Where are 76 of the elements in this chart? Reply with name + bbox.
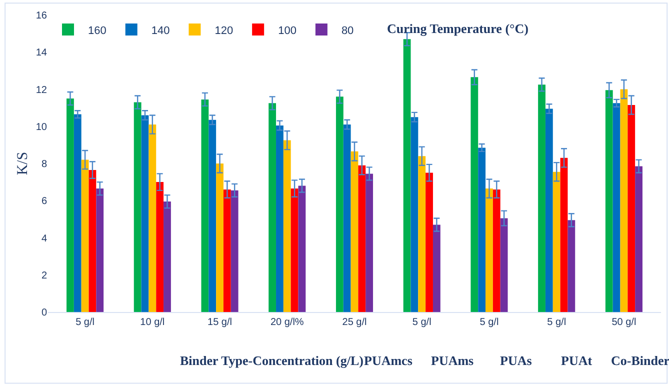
text: PUAs bbox=[500, 353, 532, 368]
bar bbox=[81, 160, 89, 312]
x-axis-title: Binder Type-Concentration (g/L) bbox=[180, 353, 364, 368]
bar bbox=[486, 188, 493, 312]
bar bbox=[500, 218, 508, 312]
y-tick-label: 16 bbox=[36, 10, 48, 22]
text: PUAt bbox=[561, 353, 593, 368]
bar bbox=[201, 99, 209, 312]
bar bbox=[283, 140, 291, 312]
bar bbox=[478, 148, 486, 312]
x-tick-label: 5 g/l bbox=[76, 317, 95, 328]
bar bbox=[141, 115, 149, 312]
bar bbox=[336, 96, 344, 312]
bar bbox=[268, 103, 276, 312]
legend-label: 120 bbox=[214, 24, 234, 37]
bar bbox=[620, 89, 628, 312]
y-tick-label: 6 bbox=[41, 196, 48, 208]
bar bbox=[290, 188, 298, 312]
text: PUAms bbox=[431, 353, 474, 368]
bar bbox=[343, 124, 351, 312]
bar bbox=[366, 174, 374, 312]
bar bbox=[164, 202, 171, 312]
text: PUAmcs bbox=[364, 353, 412, 368]
y-tick-label: 0 bbox=[41, 308, 48, 318]
bar bbox=[492, 189, 500, 312]
bar bbox=[134, 102, 142, 312]
bar bbox=[96, 188, 104, 312]
bar bbox=[612, 103, 620, 312]
bar bbox=[426, 172, 433, 312]
y-tick-label: 14 bbox=[36, 48, 48, 59]
y-tick-label: 4 bbox=[41, 233, 48, 244]
bar bbox=[358, 165, 366, 312]
bar bbox=[156, 182, 164, 312]
x-tick-label: 5 g/l bbox=[412, 317, 432, 328]
bar bbox=[230, 190, 238, 312]
bar bbox=[403, 39, 411, 312]
bar bbox=[208, 120, 216, 312]
bar bbox=[276, 125, 284, 312]
bar bbox=[545, 108, 553, 312]
bar bbox=[560, 158, 568, 312]
bar bbox=[410, 117, 418, 312]
bar bbox=[66, 98, 74, 312]
legend-label: 160 bbox=[88, 24, 106, 37]
y-tick-label: 2 bbox=[41, 270, 48, 282]
bar bbox=[223, 189, 231, 312]
bar bbox=[552, 172, 560, 312]
x-tick-label: 20 g/l% bbox=[270, 317, 304, 328]
bar bbox=[74, 114, 82, 312]
bar bbox=[216, 164, 224, 312]
y-tick-label: 10 bbox=[36, 122, 48, 133]
x-tick-label: 25 g/l bbox=[342, 317, 367, 328]
legend-label: 80 bbox=[341, 24, 354, 37]
bar bbox=[538, 84, 546, 312]
x-tick-label: 50 g/l bbox=[612, 317, 636, 328]
bar bbox=[88, 170, 96, 312]
bar bbox=[418, 156, 426, 312]
bar bbox=[350, 151, 358, 312]
bar bbox=[298, 186, 306, 312]
y-tick-label: 8 bbox=[41, 159, 48, 170]
x-tick-label: 5 g/l bbox=[547, 317, 566, 328]
bar bbox=[605, 90, 613, 312]
legend-title: Curing Temperature (°C) bbox=[387, 21, 528, 36]
text: Co-Binder bbox=[611, 353, 669, 368]
bar bbox=[635, 166, 642, 312]
y-axis-title: K/S bbox=[15, 152, 32, 176]
bar bbox=[470, 77, 478, 312]
bar bbox=[568, 220, 576, 312]
x-tick-label: 15 g/l bbox=[208, 317, 232, 328]
x-tick-label: 5 g/l bbox=[480, 317, 499, 328]
bar bbox=[628, 105, 636, 312]
legend-label: 140 bbox=[151, 24, 170, 37]
bar bbox=[432, 224, 440, 312]
bar bbox=[148, 124, 156, 312]
x-tick-label: 10 g/l bbox=[140, 317, 165, 328]
legend-label: 100 bbox=[278, 24, 296, 37]
y-tick-label: 12 bbox=[36, 84, 48, 96]
